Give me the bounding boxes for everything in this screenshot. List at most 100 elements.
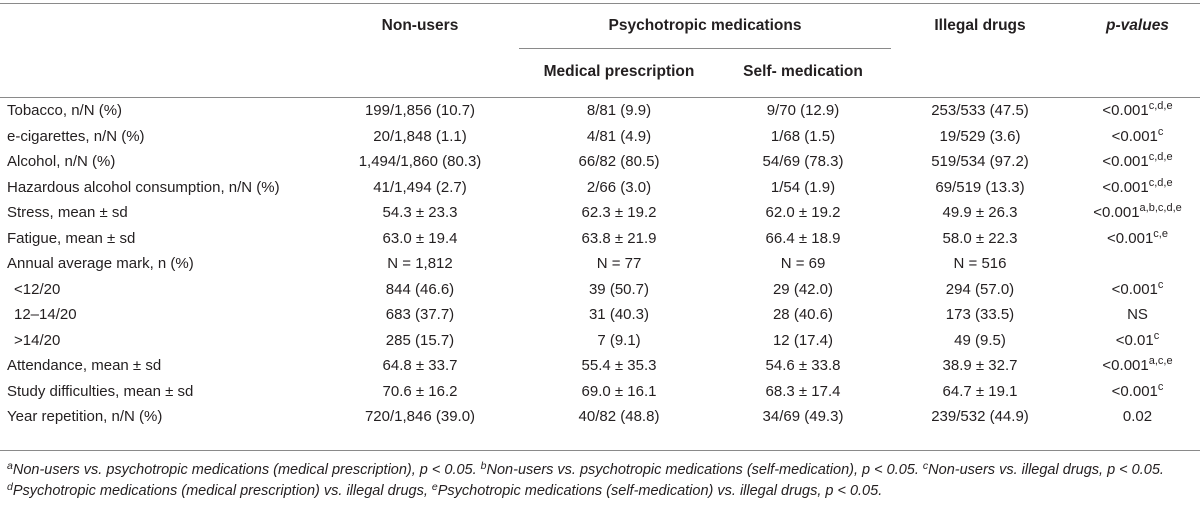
cell-self-medication: 1/68 (1.5) xyxy=(770,127,836,145)
footnote-a-marker: a xyxy=(7,460,13,472)
row-label: Hazardous alcohol consumption, n/N (%) xyxy=(7,178,280,196)
cell-medical-prescription: 7 (9.1) xyxy=(597,331,641,349)
header-p-values: p-values xyxy=(1075,17,1200,35)
cell-non-users: 41/1,494 (2.7) xyxy=(373,178,467,196)
cell-p-value: <0.001c,d,e xyxy=(1075,175,1200,203)
cell-p-value: <0.001c xyxy=(1075,379,1200,407)
cell-p-value: 0.02 xyxy=(1075,404,1200,432)
cell-illegal-drugs: 294 (57.0) xyxy=(945,280,1015,298)
table-row: Annual average mark, n (%) N = 1,812 N = 7… xyxy=(0,251,1200,277)
table-row: Tobacco, n/N (%) 199/1,856 (10.7) 8/81 (9.… xyxy=(0,98,1200,124)
cell-medical-prescription: 66/82 (80.5) xyxy=(578,153,660,170)
table-row: Stress, mean ± sd 54.3 ± 23.3 62.3 ± 19.2 6… xyxy=(0,200,1200,226)
cell-non-users: 63.0 ± 19.4 xyxy=(382,229,458,247)
cell-self-medication: 28 (40.6) xyxy=(772,306,834,323)
cell-self-medication: 68.3 ± 17.4 xyxy=(765,382,841,400)
p-value-text: <0.001 xyxy=(1102,357,1149,374)
row-label: Attendance, mean ± sd xyxy=(7,357,162,374)
header-self-medication: Self- medication xyxy=(743,63,863,80)
footnote-d: Psychotropic medications (medical prescr… xyxy=(12,483,428,499)
cell-non-users: 199/1,856 (10.7) xyxy=(364,102,476,119)
cell-illegal-drugs: 519/534 (97.2) xyxy=(931,153,1029,170)
cell-illegal-drugs: 58.0 ± 22.3 xyxy=(942,229,1018,247)
p-value-superscript: c,d,e xyxy=(1148,176,1173,189)
p-value-text: <0.001 xyxy=(1102,153,1149,170)
cell-p-value: <0.001a,c,e xyxy=(1075,353,1200,381)
cell-medical-prescription: 2/66 (3.0) xyxy=(586,178,652,196)
row-label: <12/20 xyxy=(14,280,61,298)
cell-p-value: <0.001c,d,e xyxy=(1075,149,1200,177)
p-value-text: <0.01 xyxy=(1115,331,1154,349)
cell-non-users: 64.8 ± 33.7 xyxy=(382,357,458,374)
p-value-superscript: c,e xyxy=(1153,227,1168,240)
cell-medical-prescription: 39 (50.7) xyxy=(588,280,650,298)
p-value-text: 0.02 xyxy=(1122,408,1153,425)
row-label: Tobacco, n/N (%) xyxy=(7,102,123,119)
cell-illegal-drugs: 49.9 ± 26.3 xyxy=(942,204,1018,221)
cell-p-value: NS xyxy=(1075,302,1200,330)
table-row: Attendance, mean ± sd 64.8 ± 33.7 55.4 ± 3… xyxy=(0,353,1200,379)
cell-illegal-drugs: 49 (9.5) xyxy=(954,331,1006,349)
cell-p-value: <0.001a,b,c,d,e xyxy=(1075,200,1200,228)
header-non-users: Non-users xyxy=(381,17,459,34)
cell-p-value: <0.001c xyxy=(1075,277,1200,305)
p-value-superscript: c xyxy=(1157,278,1164,291)
table-row: Alcohol, n/N (%) 1,494/1,860 (80.3) 66/82 … xyxy=(0,149,1200,175)
cell-non-users: 70.6 ± 16.2 xyxy=(382,382,458,400)
cell-medical-prescription: 63.8 ± 21.9 xyxy=(581,229,657,247)
cell-non-users: 285 (15.7) xyxy=(385,331,455,349)
cell-non-users: 54.3 ± 23.3 xyxy=(382,204,458,221)
cell-illegal-drugs: 239/532 (44.9) xyxy=(931,408,1029,425)
cell-self-medication: 12 (17.4) xyxy=(772,331,834,349)
row-label: Year repetition, n/N (%) xyxy=(7,408,163,425)
cell-illegal-drugs: 19/529 (3.6) xyxy=(939,127,1021,145)
p-value-superscript: c xyxy=(1157,125,1164,138)
cell-non-users: 720/1,846 (39.0) xyxy=(364,408,476,425)
group-rule xyxy=(519,48,891,49)
cell-illegal-drugs: 64.7 ± 19.1 xyxy=(942,382,1018,400)
cell-medical-prescription: 62.3 ± 19.2 xyxy=(581,204,657,221)
cell-self-medication: 66.4 ± 18.9 xyxy=(765,229,841,247)
header-psychotropic: Psychotropic medications xyxy=(608,17,802,34)
cell-self-medication: 54.6 ± 33.8 xyxy=(765,357,841,374)
table-row: Year repetition, n/N (%) 720/1,846 (39.0)… xyxy=(0,404,1200,430)
cell-medical-prescription: N = 77 xyxy=(596,255,642,272)
p-value-text: <0.001 xyxy=(1107,229,1154,247)
cell-p-value: <0.001c,d,e xyxy=(1075,98,1200,126)
cell-self-medication: N = 69 xyxy=(780,255,826,272)
cell-non-users: N = 1,812 xyxy=(387,255,453,272)
row-label: Fatigue, mean ± sd xyxy=(7,229,136,247)
row-label: >14/20 xyxy=(14,331,61,349)
cell-medical-prescription: 55.4 ± 35.3 xyxy=(581,357,657,374)
p-value-text: <0.001 xyxy=(1111,127,1158,145)
cell-medical-prescription: 31 (40.3) xyxy=(588,306,650,323)
cell-medical-prescription: 8/81 (9.9) xyxy=(586,102,652,119)
cell-illegal-drugs: 253/533 (47.5) xyxy=(931,102,1029,119)
footnote-e: Psychotropic medications (self-medicatio… xyxy=(437,483,883,499)
row-label: Study difficulties, mean ± sd xyxy=(7,382,194,400)
cell-illegal-drugs: 38.9 ± 32.7 xyxy=(942,357,1018,374)
row-label: e-cigarettes, n/N (%) xyxy=(7,127,145,145)
cell-medical-prescription: 4/81 (4.9) xyxy=(586,127,652,145)
table-row: Study difficulties, mean ± sd 70.6 ± 16.2… xyxy=(0,379,1200,405)
footnote-b-marker: b xyxy=(480,460,487,472)
table-top-rule xyxy=(0,3,1200,4)
footnote-e-marker: e xyxy=(431,481,438,493)
p-value-superscript: c xyxy=(1153,329,1160,342)
footnote-a: Non-users vs. psychotropic medications (… xyxy=(12,462,477,478)
p-value-text: NS xyxy=(1127,306,1148,323)
p-value-superscript: c xyxy=(1157,380,1164,393)
p-value-text: <0.001 xyxy=(1093,204,1140,221)
cell-self-medication: 54/69 (78.3) xyxy=(762,153,844,170)
header-p-values-text: p-values xyxy=(1106,17,1169,34)
p-value-text: <0.001 xyxy=(1102,102,1149,119)
table-row: <12/20 844 (46.6) 39 (50.7) 29 (42.0) 294 (5… xyxy=(0,277,1200,303)
cell-self-medication: 34/69 (49.3) xyxy=(762,408,844,425)
p-value-superscript: a,b,c,d,e xyxy=(1139,202,1182,214)
footnote-d-marker: d xyxy=(7,481,13,493)
cell-non-users: 844 (46.6) xyxy=(385,280,455,298)
header-medical-prescription: Medical prescription xyxy=(543,63,695,80)
footnote-c-marker: c xyxy=(922,460,929,472)
p-value-superscript: c,d,e xyxy=(1148,151,1173,163)
cell-medical-prescription: 69.0 ± 16.1 xyxy=(581,382,657,400)
